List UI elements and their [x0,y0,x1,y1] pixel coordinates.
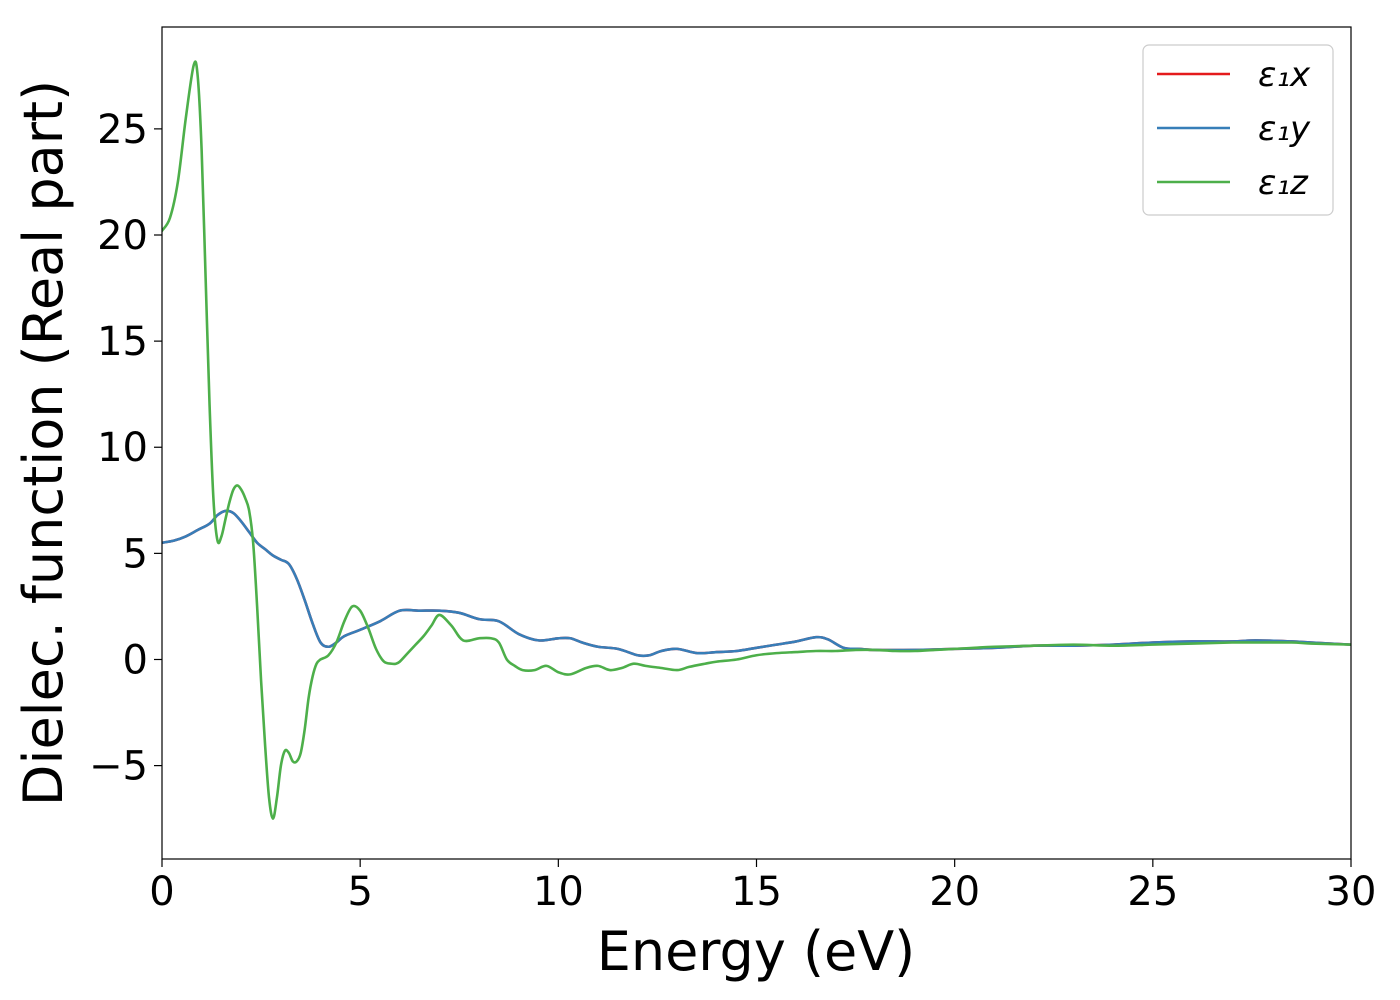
y-tick-label: 5 [123,531,148,577]
y-axis: −5 0 5 10 15 20 25 [89,107,162,790]
x-tick-label: 20 [929,869,980,915]
y-tick-label: 10 [97,425,148,471]
x-tick-label: 10 [533,869,584,915]
y-tick-label: 25 [97,107,148,153]
legend-entries: ε₁x ε₁y ε₁z [1157,55,1311,203]
y-tick-label: 20 [97,213,148,259]
legend-box [1142,44,1334,216]
y-tick-label: 0 [123,637,148,683]
x-tick-label: 25 [1127,869,1178,915]
legend-label-3: ε₁z [1258,163,1309,203]
x-tick-label: 5 [347,869,372,915]
legend-label-1: ε₁x [1258,55,1311,95]
y-tick-label: 15 [97,319,148,365]
legend: ε₁x ε₁y ε₁z [1142,44,1334,216]
x-axis: 0 5 10 15 20 25 30 [149,859,1376,915]
y-tick-label: −5 [89,744,148,790]
series-layer [162,60,1351,820]
series-line-3 [162,60,1351,820]
legend-label-2: ε₁y [1258,109,1311,149]
x-tick-label: 30 [1326,869,1377,915]
y-axis-title: Dielec. function (Real part) [12,80,75,806]
x-tick-label: 0 [149,869,174,915]
x-tick-label: 15 [731,869,782,915]
x-axis-title: Energy (eV) [597,920,916,983]
